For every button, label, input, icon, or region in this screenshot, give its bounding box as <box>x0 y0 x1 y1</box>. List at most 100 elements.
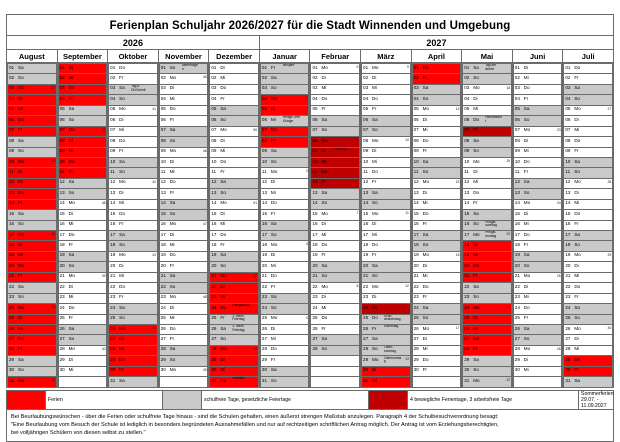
day-cell[interactable]: 02 So <box>463 74 511 84</box>
day-cell[interactable]: 26 Do <box>159 324 208 335</box>
day-cell[interactable]: 04 Fr <box>210 95 258 105</box>
day-cell[interactable]: 13 Do <box>8 189 56 199</box>
day-cell[interactable]: 16 So <box>8 220 56 230</box>
day-cell[interactable]: 01 So Allerheiligen <box>159 64 208 74</box>
day-cell[interactable]: 05 Sa <box>513 105 562 116</box>
day-cell[interactable]: 19 Mo 29 <box>564 251 612 262</box>
day-cell[interactable]: 14 Mo 51 <box>210 199 258 210</box>
day-cell[interactable]: 14 So <box>362 199 410 210</box>
day-cell[interactable]: 08 Fr <box>260 137 309 147</box>
day-cell[interactable]: 01 Di <box>210 64 258 74</box>
day-cell[interactable]: 11 Fr <box>513 168 562 178</box>
day-cell[interactable]: 26 Fr <box>311 324 360 335</box>
day-cell[interactable]: 28 Sa <box>159 345 208 356</box>
day-cell[interactable]: 15 Sa <box>8 210 56 220</box>
day-cell[interactable]: 11 So <box>109 168 157 178</box>
day-cell[interactable]: 21 Mo 25 <box>513 272 562 283</box>
day-cell[interactable]: 15 Do <box>412 210 461 220</box>
day-cell[interactable]: 05 Di <box>260 105 309 116</box>
day-cell[interactable]: 18 Fr <box>58 241 107 251</box>
day-cell[interactable]: 25 So <box>109 314 157 324</box>
day-cell[interactable]: 08 Mo 10 <box>362 137 410 147</box>
day-cell[interactable]: 24 Sa <box>412 304 461 314</box>
day-cell[interactable]: 15 Do <box>564 210 612 220</box>
day-cell[interactable]: 08 Do <box>564 137 612 147</box>
day-cell[interactable]: 06 Di <box>564 116 612 126</box>
day-cell[interactable]: 24 Do <box>513 304 562 314</box>
day-cell[interactable]: 11 Do <box>311 168 360 178</box>
day-cell[interactable]: 05 Mi <box>463 105 511 116</box>
day-cell[interactable]: 04 Fr <box>513 95 562 105</box>
day-cell[interactable]: 13 Sa <box>362 189 410 199</box>
day-cell[interactable]: 15 So <box>159 210 208 220</box>
day-cell[interactable]: 24 Sa <box>109 304 157 314</box>
day-cell[interactable]: 13 Sa <box>311 189 360 199</box>
day-cell[interactable]: 30 Mi <box>58 366 107 377</box>
day-cell[interactable]: 20 Di <box>109 262 157 272</box>
day-cell[interactable]: 15 Fr <box>260 210 309 220</box>
day-cell[interactable]: 25 Do <box>311 314 360 324</box>
day-cell[interactable]: 09 Mi <box>58 147 107 157</box>
day-cell[interactable]: 07 Fr <box>463 126 511 137</box>
day-cell[interactable]: 25 Fr 1. Weih- Feiertag <box>210 314 258 324</box>
day-cell[interactable]: 13 Mi <box>260 189 309 199</box>
day-cell[interactable]: 25 Mi <box>159 314 208 324</box>
day-cell[interactable]: 11 So <box>412 168 461 178</box>
day-cell[interactable]: 21 So <box>311 272 360 283</box>
day-cell[interactable]: 11 Fr <box>210 168 258 178</box>
day-cell[interactable]: 03 Mi <box>311 84 360 95</box>
day-cell[interactable]: 18 Di <box>463 241 511 251</box>
day-cell[interactable]: 23 Fr <box>412 293 461 304</box>
day-cell[interactable]: 22 Do <box>564 283 612 293</box>
day-cell[interactable]: 01 Do <box>109 64 157 74</box>
day-cell[interactable]: 31 Mi <box>362 377 410 387</box>
day-cell[interactable]: 09 Mi <box>210 147 258 157</box>
day-cell[interactable]: 17 Do <box>210 231 258 241</box>
day-cell[interactable]: 06 So <box>210 116 258 126</box>
day-cell[interactable]: 07 Mo 50 <box>210 126 258 137</box>
day-cell[interactable]: 20 Do <box>8 262 56 272</box>
day-cell[interactable]: 17 So <box>260 231 309 241</box>
day-cell[interactable]: 07 Mi <box>564 126 612 137</box>
day-cell[interactable]: 10 Mi <box>311 157 360 168</box>
day-cell[interactable]: 21 Mi <box>564 272 612 283</box>
day-cell[interactable]: 17 Mi <box>311 231 360 241</box>
day-cell[interactable]: 10 Mi <box>362 157 410 168</box>
day-cell[interactable]: 18 Do <box>311 241 360 251</box>
day-cell[interactable]: 23 Mo 48 <box>159 293 208 304</box>
day-cell[interactable]: 23 So <box>8 293 56 304</box>
day-cell[interactable]: 25 Di <box>463 314 511 324</box>
day-cell[interactable]: 04 Di <box>463 95 511 105</box>
day-cell[interactable]: 23 Fr <box>564 293 612 304</box>
day-cell[interactable]: 09 Di Fasching <box>311 147 360 157</box>
day-cell[interactable]: 17 Mi <box>362 231 410 241</box>
day-cell[interactable]: 28 Fr <box>8 345 56 356</box>
day-cell[interactable]: 16 Fr <box>109 220 157 230</box>
day-cell[interactable]: 30 Fr <box>564 366 612 377</box>
day-cell[interactable]: 20 Di <box>564 262 612 272</box>
day-cell[interactable]: 26 Mo 17 <box>412 324 461 335</box>
day-cell[interactable]: 14 Fr <box>8 199 56 210</box>
day-cell[interactable]: 14 Sa <box>159 199 208 210</box>
day-cell[interactable]: 03 Sa Tag d. Dt.Einheit <box>109 84 157 95</box>
day-cell[interactable]: 01 Do <box>412 64 461 74</box>
day-cell[interactable]: 26 Sa 2. Weih- Feiertag <box>210 324 258 335</box>
day-cell[interactable]: 17 Do <box>513 231 562 241</box>
day-cell[interactable]: 23 So <box>463 293 511 304</box>
day-cell[interactable]: 06 Sa <box>311 116 360 126</box>
day-cell[interactable]: 07 Mi <box>109 126 157 137</box>
day-cell[interactable]: 22 Di <box>58 283 107 293</box>
day-cell[interactable]: 22 Sa <box>463 283 511 293</box>
day-cell[interactable]: 12 Sa <box>513 178 562 189</box>
day-cell[interactable]: 30 Fr <box>109 366 157 377</box>
day-cell[interactable]: 06 Mi Heilige Drei Könige <box>260 116 309 126</box>
day-cell[interactable]: 10 Do <box>210 157 258 168</box>
day-cell[interactable]: 22 Do <box>412 283 461 293</box>
day-cell[interactable]: 28 Do <box>260 345 309 356</box>
day-cell[interactable]: 21 Fr <box>463 272 511 283</box>
day-cell[interactable]: 13 Fr <box>159 189 208 199</box>
day-cell[interactable]: 08 Do <box>412 137 461 147</box>
day-cell[interactable]: 10 Mo 19 <box>463 157 511 168</box>
day-cell[interactable]: 04 So <box>564 95 612 105</box>
day-cell[interactable]: 24 Di <box>159 304 208 314</box>
